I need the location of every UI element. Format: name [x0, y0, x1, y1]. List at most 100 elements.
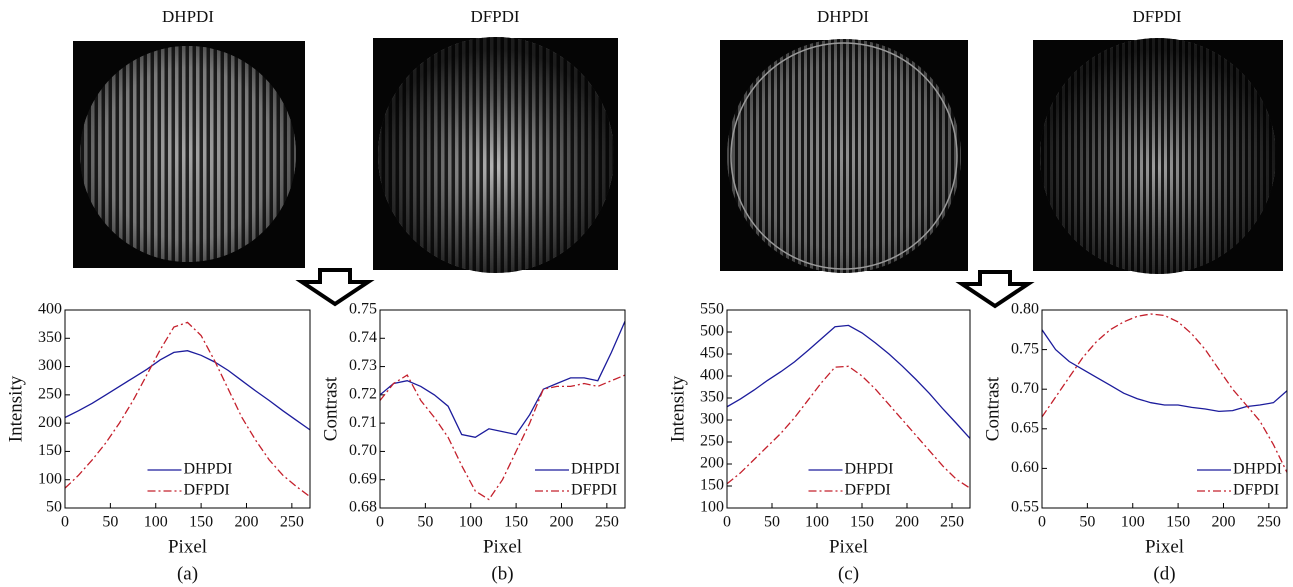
y-tick-label: 350 [38, 329, 62, 346]
x-tick-label: 0 [1038, 514, 1046, 531]
x-tick-label: 100 [459, 514, 483, 531]
y-tick-label: 100 [38, 470, 62, 487]
y-axis-label: Contrast [982, 376, 1003, 441]
y-tick-label: 0.72 [349, 386, 377, 403]
x-tick-label: 0 [723, 514, 731, 531]
x-tick-label: 200 [1211, 514, 1235, 531]
x-tick-label: 250 [280, 514, 304, 531]
y-tick-label: 400 [700, 367, 724, 384]
panel-label: (d) [1153, 563, 1175, 584]
plot-frame [726, 309, 971, 509]
arrow [295, 268, 375, 307]
y-tick-label: 300 [700, 411, 724, 428]
x-tick-label: 200 [549, 514, 573, 531]
legend-label: DHPDI [571, 461, 620, 478]
y-tick-label: 350 [700, 389, 724, 406]
y-axis-label: Intensity [667, 375, 688, 442]
x-tick-label: 200 [234, 514, 258, 531]
y-tick-label: 250 [700, 433, 724, 450]
y-tick-label: 0.74 [349, 329, 377, 346]
y-tick-label: 100 [700, 499, 724, 516]
image-title: DHPDI [162, 7, 214, 26]
fringe-shade [378, 37, 614, 273]
y-tick-label: 0.69 [349, 470, 377, 487]
x-tick-label: 150 [504, 514, 528, 531]
x-tick-label: 50 [1079, 514, 1095, 531]
y-tick-label: 0.75 [1011, 340, 1039, 357]
legend-label: DFPDI [1233, 482, 1279, 499]
y-tick-label: 0.68 [349, 499, 377, 516]
y-tick-label: 0.71 [349, 414, 377, 431]
data-line [727, 365, 970, 489]
fringe-shade [727, 39, 961, 273]
x-tick-label: 250 [595, 514, 619, 531]
x-tick-label: 150 [850, 514, 874, 531]
fringe-rim [730, 42, 958, 270]
x-tick-label: 50 [102, 514, 118, 531]
y-tick-label: 500 [700, 323, 724, 340]
x-tick-label: 100 [144, 514, 168, 531]
data-line [65, 350, 310, 431]
legend-label: DFPDI [184, 482, 230, 499]
y-tick-label: 0.80 [1011, 301, 1039, 318]
y-tick-label: 200 [38, 414, 62, 431]
x-tick-label: 250 [1257, 514, 1281, 531]
plot-frame [379, 309, 626, 509]
x-tick-label: 50 [764, 514, 780, 531]
data-line [1042, 329, 1287, 413]
y-tick-label: 250 [38, 386, 62, 403]
panel-label: (b) [491, 563, 513, 584]
y-tick-label: 300 [38, 357, 62, 374]
y-tick-label: 0.60 [1011, 459, 1039, 476]
legend-label: DFPDI [571, 482, 617, 499]
y-tick-label: 0.65 [1011, 419, 1039, 436]
x-tick-label: 150 [1166, 514, 1190, 531]
x-axis-label: Pixel [168, 536, 207, 557]
x-tick-label: 250 [940, 514, 964, 531]
panel-label: (a) [177, 563, 198, 584]
image-title: DFPDI [1132, 7, 1181, 26]
x-tick-label: 0 [61, 514, 69, 531]
panel-label: (c) [838, 563, 859, 584]
legend-label: DHPDI [1233, 461, 1282, 478]
x-tick-label: 100 [1121, 514, 1145, 531]
x-axis-label: Pixel [829, 536, 868, 557]
y-tick-label: 0.73 [349, 357, 377, 374]
y-tick-label: 0.70 [349, 442, 377, 459]
x-tick-label: 0 [376, 514, 384, 531]
plot-frame [64, 309, 311, 509]
x-axis-label: Pixel [1145, 536, 1184, 557]
y-tick-label: 400 [38, 301, 62, 318]
legend-label: DFPDI [845, 482, 891, 499]
data-line [1042, 313, 1287, 473]
y-tick-label: 450 [700, 345, 724, 362]
y-tick-label: 150 [38, 442, 62, 459]
y-tick-label: 0.55 [1011, 499, 1039, 516]
y-tick-label: 200 [700, 455, 724, 472]
data-line [65, 321, 310, 498]
x-tick-label: 50 [417, 514, 433, 531]
x-axis-label: Pixel [483, 536, 522, 557]
x-tick-label: 200 [895, 514, 919, 531]
arrow [955, 270, 1035, 309]
legend-label: DHPDI [184, 461, 233, 478]
plot-frame [1041, 309, 1288, 509]
data-line [727, 324, 970, 439]
y-axis-label: Intensity [5, 375, 26, 442]
fringe-shade [1040, 38, 1276, 274]
x-tick-label: 100 [805, 514, 829, 531]
y-tick-label: 0.70 [1011, 380, 1039, 397]
y-tick-label: 50 [46, 499, 62, 516]
x-tick-label: 150 [189, 514, 213, 531]
data-line [380, 374, 625, 501]
y-tick-label: 150 [700, 477, 724, 494]
y-tick-label: 550 [700, 301, 724, 318]
image-title: DFPDI [470, 7, 519, 26]
image-title: DHPDI [817, 7, 869, 26]
legend-label: DHPDI [845, 461, 894, 478]
y-tick-label: 0.75 [349, 301, 377, 318]
data-line [380, 321, 625, 438]
y-axis-label: Contrast [320, 376, 341, 441]
